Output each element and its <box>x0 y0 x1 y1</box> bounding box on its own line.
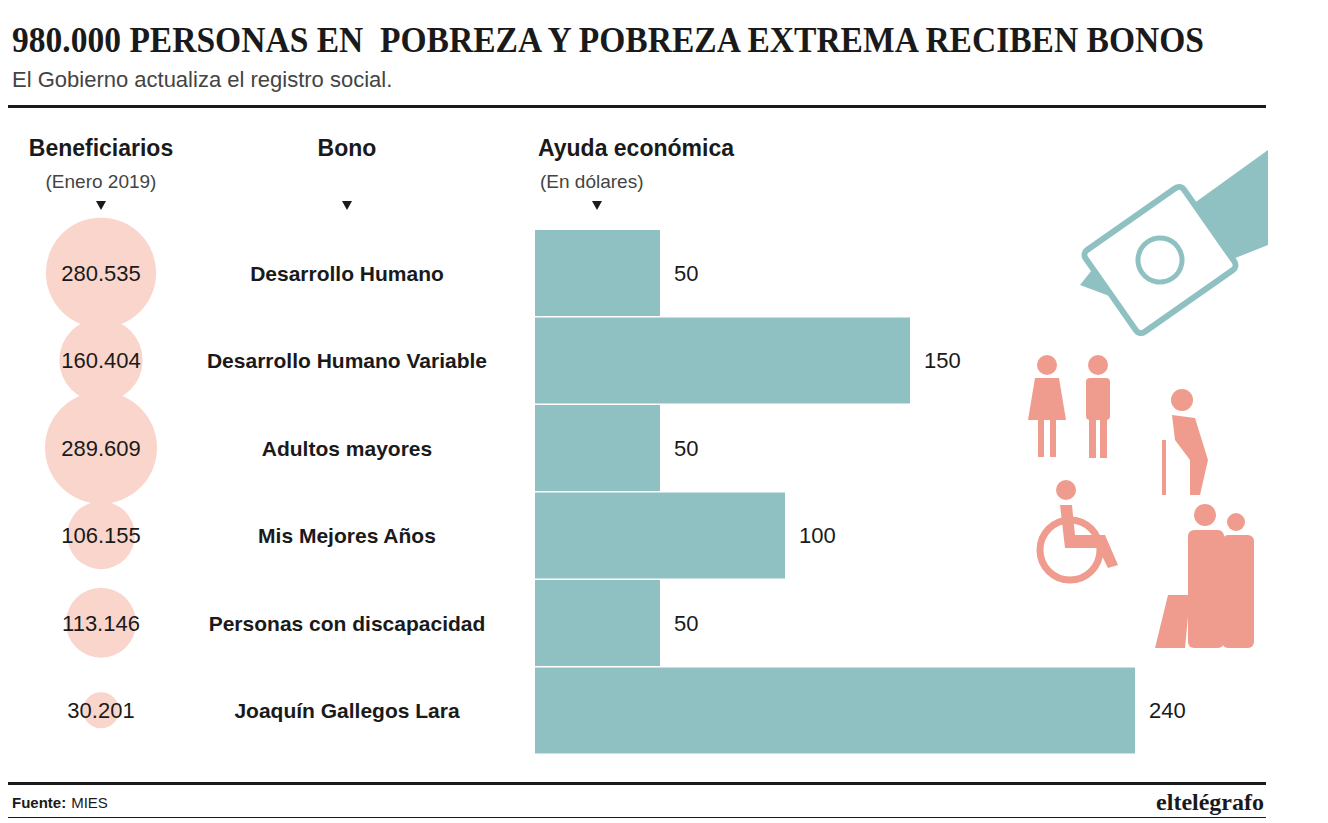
svg-text:eltelégrafo: eltelégrafo <box>1156 789 1264 815</box>
svg-text:Desarrollo Humano Variable: Desarrollo Humano Variable <box>207 349 487 372</box>
svg-text:50: 50 <box>674 436 698 461</box>
svg-text:50: 50 <box>674 611 698 636</box>
svg-text:106.155: 106.155 <box>61 523 141 548</box>
svg-text:150: 150 <box>924 348 961 373</box>
svg-text:50: 50 <box>674 261 698 286</box>
svg-text:280.535: 280.535 <box>61 261 141 286</box>
svg-text:Adultos mayores: Adultos mayores <box>262 437 432 460</box>
svg-text:100: 100 <box>799 523 836 548</box>
svg-text:Bono: Bono <box>318 135 377 161</box>
svg-text:Ayuda económica: Ayuda económica <box>538 135 734 161</box>
svg-text:30.201: 30.201 <box>67 698 134 723</box>
svg-text:(En dólares): (En dólares) <box>540 171 644 192</box>
svg-text:Fuente:MIES: Fuente:MIES <box>12 794 108 811</box>
svg-text:(Enero 2019): (Enero 2019) <box>46 171 157 192</box>
svg-text:289.609: 289.609 <box>61 436 141 461</box>
svg-text:Mis Mejores Años: Mis Mejores Años <box>258 524 436 547</box>
svg-text:Joaquín Gallegos Lara: Joaquín Gallegos Lara <box>234 699 460 722</box>
svg-text:113.146: 113.146 <box>62 611 140 636</box>
svg-text:Desarrollo Humano: Desarrollo Humano <box>250 262 444 285</box>
svg-text:160.404: 160.404 <box>61 348 141 373</box>
svg-text:Beneficiarios: Beneficiarios <box>29 135 173 161</box>
svg-text:Personas con discapacidad: Personas con discapacidad <box>209 612 486 635</box>
svg-text:240: 240 <box>1149 698 1186 723</box>
svg-text:El Gobierno actualiza el regis: El Gobierno actualiza el registro social… <box>12 67 392 92</box>
svg-text:980.000 PERSONAS EN POBREZA Y: 980.000 PERSONAS EN POBREZA Y POBREZA EX… <box>12 20 1204 60</box>
